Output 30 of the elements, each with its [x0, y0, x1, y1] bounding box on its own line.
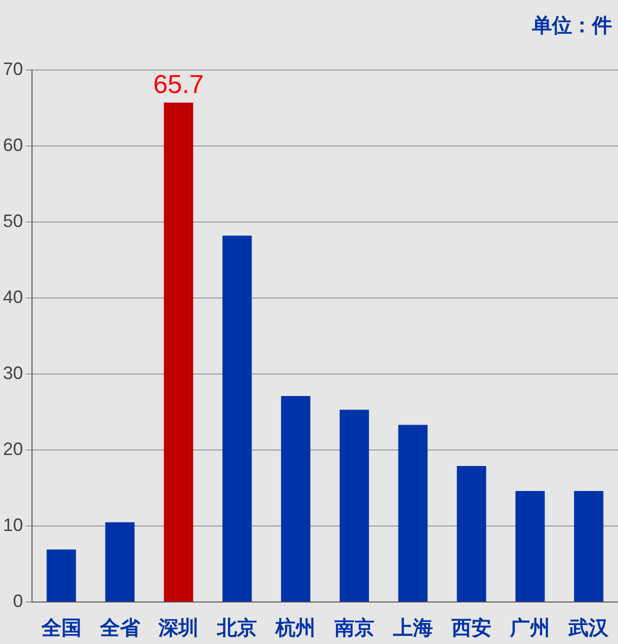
y-tick-label: 20 — [2, 438, 24, 459]
chart-subtitle: 单位：件 — [532, 12, 612, 39]
x-tick-label: 全国 — [40, 618, 82, 640]
bar — [398, 424, 428, 602]
y-tick-label: 40 — [2, 286, 24, 307]
bar — [281, 396, 310, 602]
y-tick-label: 0 — [13, 590, 24, 611]
y-tick-label: 50 — [2, 210, 24, 231]
y-tick-label: 10 — [2, 514, 24, 535]
bar — [105, 522, 135, 602]
bar — [222, 236, 252, 602]
x-tick-label: 广州 — [509, 616, 550, 640]
bar — [456, 466, 486, 602]
bar — [515, 491, 545, 602]
y-tick-label: 60 — [2, 134, 24, 155]
x-tick-label: 上海 — [392, 618, 433, 640]
bar — [164, 102, 194, 602]
bar — [46, 550, 76, 602]
x-tick-label: 南京 — [333, 616, 374, 640]
bar — [340, 410, 369, 602]
y-tick-label: 70 — [2, 58, 24, 79]
x-tick-label: 西安 — [450, 616, 492, 640]
x-tick-label: 全省 — [98, 618, 141, 640]
bar — [574, 491, 604, 602]
x-tick-label: 武汉 — [568, 618, 610, 640]
x-tick-label: 深圳 — [158, 618, 199, 640]
y-tick-label: 30 — [2, 362, 24, 383]
x-tick-label: 北京 — [216, 616, 258, 640]
x-tick-label: 杭州 — [274, 616, 316, 640]
data-label: 65.7 — [153, 68, 204, 99]
